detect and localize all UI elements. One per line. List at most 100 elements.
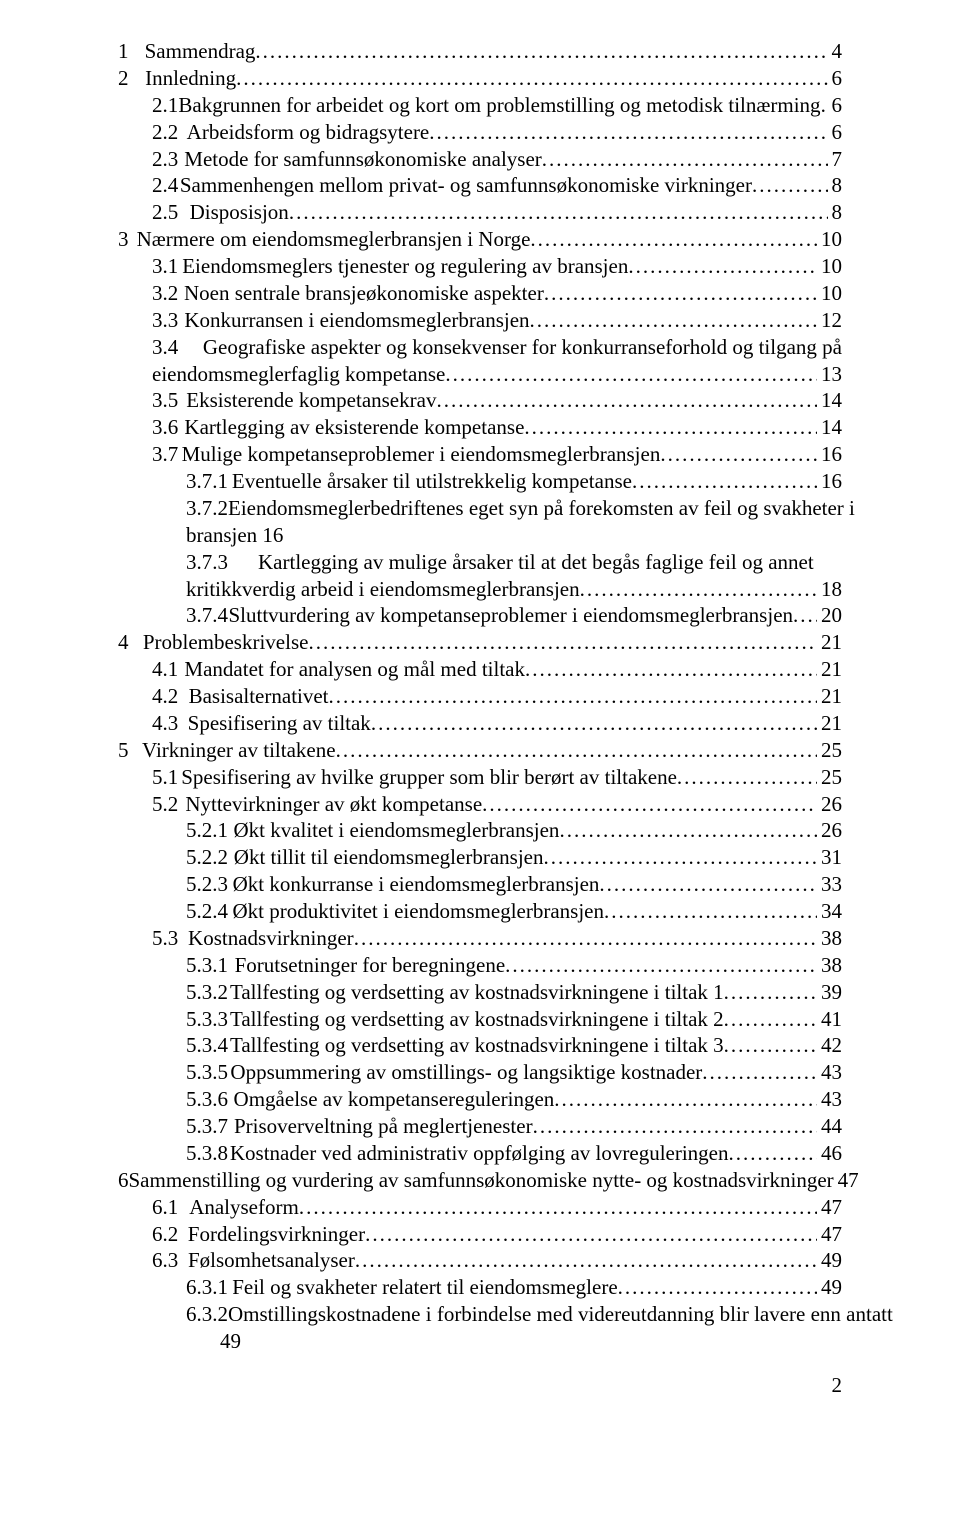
toc-entry: 6.2 Fordelingsvirkninger 47 [118,1221,842,1248]
toc-entry-number: 3.2 [152,280,178,307]
toc-entry-number: 5.2.3 [186,871,228,898]
toc-entry-title: Økt produktivitet i eiendomsmeglerbransj… [233,898,605,925]
toc-entry-title: Tallfesting og verdsetting av kostnadsvi… [230,979,724,1006]
toc-entry-page: 33 [817,871,842,898]
toc-entry-title: Økt konkurranse i eiendomsmeglerbransjen [233,871,600,898]
toc-dot-leader [580,576,817,603]
toc-entry: 4.1Mandatet for analysen og mål med tilt… [118,656,842,683]
toc-entry: 3.5Eksisterende kompetansekrav14 [118,387,842,414]
toc-entry-page: 20 [817,602,842,629]
toc-entry: 5.1Spesifisering av hvilke grupper som b… [118,764,842,791]
toc-entry: 4.3Spesifisering av tiltak21 [118,710,842,737]
toc-entry: 3.3Konkurransen i eiendomsmeglerbransjen… [118,307,842,334]
toc-entry: 2 Innledning 6 [118,65,842,92]
toc-entry-number: 6.3.2 [186,1301,228,1328]
toc-entry-wrap: bransjen 16 [118,522,842,549]
toc-dot-leader [299,1194,817,1221]
toc-entry-title: Analyseform [189,1194,299,1221]
toc-dot-leader [752,172,828,199]
page-number: 2 [118,1355,842,1398]
toc-dot-leader [530,226,817,253]
toc-entry-page: 8 [828,172,843,199]
toc-entry-page: 43 [817,1086,842,1113]
toc-entry-page: 16 [817,441,842,468]
toc-entry-number: 3.7.4 [186,602,228,629]
toc-entry-number: 4.3 [152,710,178,737]
toc-dot-leader [533,1113,817,1140]
toc-entry-number: 2.1 [152,92,178,119]
toc-entry-number: 2 [118,65,129,92]
toc-entry-number: 5 [118,737,129,764]
toc-entry: 3Nærmere om eiendomsmeglerbransjen i Nor… [118,226,842,253]
toc-entry-page: 46 [817,1140,842,1167]
toc-entry-page: 12 [817,307,842,334]
toc-entry-wrap: eiendomsmeglerfaglig kompetanse13 [118,361,842,388]
toc-entry-title: Tallfesting og verdsetting av kostnadsvi… [230,1032,724,1059]
toc-dot-leader [724,979,817,1006]
toc-entry-page: 6 [828,65,843,92]
toc-entry-number: 6.3.1 [186,1274,228,1301]
toc-entry: 5.2.2Økt tillit til eiendomsmeglerbransj… [118,844,842,871]
toc-entry-page: 42 [817,1032,842,1059]
toc-entry-title: Eiendomsmeglerbedriftenes eget syn på fo… [228,495,855,522]
toc-entry: 3.1Eiendomsmeglers tjenester og reguleri… [118,253,842,280]
toc-entry: 3.6Kartlegging av eksisterende kompetans… [118,414,842,441]
toc-entry-title: Eiendomsmeglers tjenester og regulering … [182,253,628,280]
toc-entry-number: 6.1 [152,1194,178,1221]
toc-entry-number: 5.2.1 [186,817,228,844]
toc-dot-leader [329,683,817,710]
toc-dot-leader [543,844,817,871]
toc-entry-title: Arbeidsform og bidragsytere [187,119,430,146]
toc-entry-page: 25 [817,737,842,764]
toc-entry: 5.3.6Omgåelse av kompetansereguleringen4… [118,1086,842,1113]
toc-entry: 3.7.1Eventuelle årsaker til utilstrekkel… [118,468,842,495]
toc-entry: 5.3.2Tallfesting og verdsetting av kostn… [118,979,842,1006]
toc-entry: 1Sammendrag4 [118,38,842,65]
toc-entry: 6Sammenstilling og vurdering av samfunns… [118,1167,842,1194]
toc-entry-number: 1 [118,38,129,65]
toc-dot-leader [336,737,817,764]
toc-entry-number: 6.2 [152,1221,178,1248]
toc-dot-leader [308,629,817,656]
toc-entry-number: 6.3 [152,1247,178,1274]
toc-entry-number: 5.3.3 [186,1006,228,1033]
toc-entry-number: 5.3.8 [186,1140,228,1167]
toc-dot-leader [821,92,828,119]
toc-entry-number: 2.5 [152,199,178,226]
toc-entry-title: Spesifisering av tiltak [188,710,371,737]
toc-dot-leader [236,65,827,92]
toc-entry-title: Innledning [145,65,236,92]
toc-dot-leader [544,280,817,307]
toc-entry: 2.3Metode for samfunnsøkonomiske analyse… [118,146,842,173]
toc-entry-number: 3 [118,226,129,253]
toc-entry-number: 5.3.7 [186,1113,228,1140]
toc-entry-page: 6 [828,92,843,119]
toc-entry-page: 6 [828,119,843,146]
toc-entry-title: Sammenhengen mellom privat- og samfunnsø… [180,172,752,199]
toc-entry-page: 47 [834,1167,859,1194]
toc-entry-page: 10 [817,253,842,280]
toc-entry-title: Fordelingsvirkninger [188,1221,365,1248]
toc-entry-page: 21 [817,683,842,710]
toc-entry-page: 4 [828,38,843,65]
toc-entry-number: 3.7.3 [186,549,228,576]
toc-entry-number: 3.7.2 [186,495,228,522]
toc-dot-leader [793,602,817,629]
toc-entry: 6.3.2Omstillingskostnadene i forbindelse… [118,1301,842,1328]
toc-entry-number: 5.2.2 [186,844,228,871]
toc-entry-title: Kartlegging av eksisterende kompetanse [184,414,524,441]
toc-entry: 5.2.3Økt konkurranse i eiendomsmeglerbra… [118,871,842,898]
toc-dot-leader [554,1086,817,1113]
toc-entry-wrap: kritikkverdig arbeid i eiendomsmeglerbra… [118,576,842,603]
toc-entry-number: 3.7.1 [186,468,228,495]
toc-entry-page: 47 [817,1221,842,1248]
toc-entry: 2.1Bakgrunnen for arbeidet og kort om pr… [118,92,842,119]
toc-entry-number: 5.3 [152,925,178,952]
toc-entry: 2.5Disposisjon8 [118,199,842,226]
toc-dot-leader [524,414,817,441]
toc-entry-number: 2.3 [152,146,178,173]
toc-entry-number: 3.7 [152,441,178,468]
toc-dot-leader [445,361,817,388]
toc-entry-title: Basisalternativet [189,683,329,710]
toc-entry-page: 49 [817,1247,842,1274]
